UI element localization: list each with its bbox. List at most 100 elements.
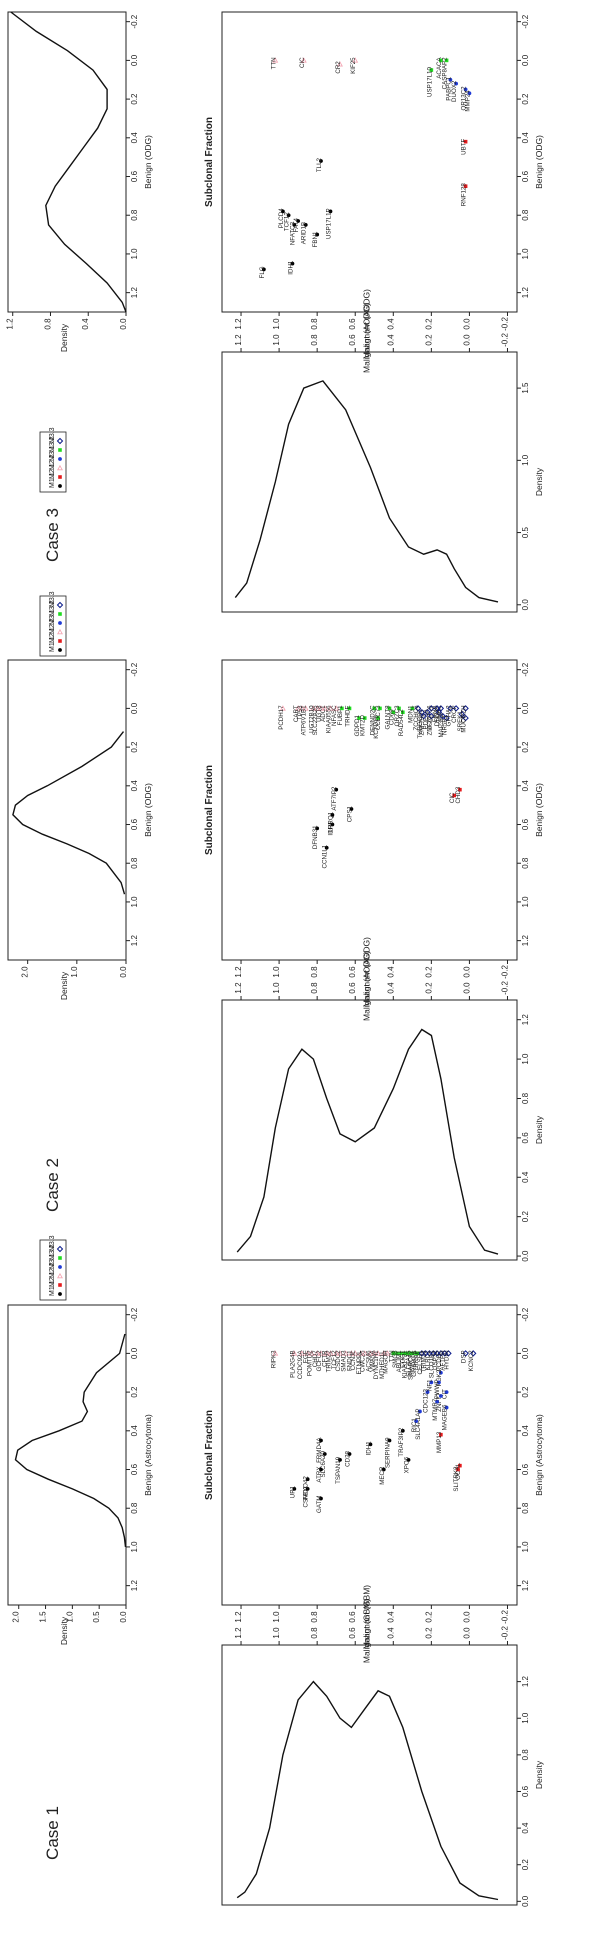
data-point <box>330 822 335 827</box>
data-point <box>376 716 380 720</box>
data-point-label: KLRC1 <box>424 1350 431 1371</box>
data-point-label: ZNF267 <box>426 713 433 736</box>
data-point <box>414 1419 419 1424</box>
legend-marker <box>58 1265 62 1269</box>
case3-malignant-density-xtick-label: 1.5 <box>521 382 530 394</box>
case3-benign-density-frame <box>7 11 127 313</box>
case3-scatter-title: Subclonal Fraction <box>204 117 215 207</box>
case2-scatter-ytick-label: 0.8 <box>310 966 319 978</box>
data-point <box>279 705 286 711</box>
data-point-label: ACACA <box>436 57 443 79</box>
case3-scatter-xtick-label: 0.0 <box>521 54 530 66</box>
data-point-label: CCDC73 <box>375 705 382 730</box>
legend-marker <box>58 612 62 616</box>
data-point <box>439 712 446 720</box>
case3-scatter-xtick-label: -0.2 <box>521 14 530 28</box>
case2-scatter-xtick-label: 0.6 <box>521 818 530 830</box>
data-point <box>347 1452 352 1456</box>
case2-scatter-xtick-label: 1.0 <box>521 896 530 908</box>
case1-benign-density-ytick-label: 0.0 <box>119 1611 128 1623</box>
data-point <box>290 261 295 266</box>
case1-malignant-density-ytick-label: -0.2 <box>500 1626 509 1640</box>
data-point <box>375 1350 382 1356</box>
data-point-label: UGT8 <box>316 705 323 722</box>
data-point <box>424 709 431 716</box>
data-point-label: GCFC2 <box>316 1350 323 1372</box>
case1-benign-density-series-line <box>14 1333 127 1547</box>
case1-malignant-density-panel: 0.0 0.2 0.4 0.6 0.8 1.0 1.2 -0.2 0.0 0.2 0.4 0.6 0.8… <box>221 1585 544 1907</box>
data-point <box>454 81 458 86</box>
case2-malignant-density-ytick-label: 0.8 <box>310 982 319 994</box>
case2-benign-density-xtick-label: 0.6 <box>130 818 139 830</box>
case2-scatter-xlabel: Benign (ODG) <box>534 783 544 837</box>
data-point-label: CASP8AP2 <box>442 57 449 90</box>
case3-malignant-density-ytick-label: 0.8 <box>310 334 319 346</box>
case3-scatter-ytick-label: 1.0 <box>272 318 281 330</box>
data-point <box>463 184 468 188</box>
case2-scatter-ytick-label: 1.2 <box>234 966 243 978</box>
data-point <box>298 705 305 711</box>
data-point-label: RIPK3 <box>270 1350 277 1368</box>
data-point-label: TLL2 <box>316 157 323 172</box>
data-point-label: SLC4A1AP <box>415 1408 422 1439</box>
data-point <box>428 705 435 712</box>
data-point <box>305 1486 310 1491</box>
data-point <box>384 1350 391 1356</box>
case1-malignant-density-xtick-label: 0.6 <box>521 1785 530 1797</box>
legend-label: M2.1 <box>49 627 56 643</box>
case3-benign-density-ylabel: Density <box>59 323 69 352</box>
data-point <box>438 1394 443 1398</box>
case1-malignant-density-series-line <box>236 1680 499 1901</box>
data-point-label: AFTPH <box>440 1350 447 1370</box>
data-point-label: ADC1 <box>320 705 327 722</box>
data-point-label: TUBGCP5 <box>417 709 424 739</box>
data-point <box>414 1351 418 1356</box>
case1-benign-density-ytick-label: 1.0 <box>65 1611 74 1623</box>
case3-benign-density-xtick-label: 0.8 <box>130 209 139 221</box>
case3-malignant-density-ytick-label: 0.2 <box>424 334 433 346</box>
case1-benign-density-ytick-label: 2.0 <box>12 1611 21 1623</box>
data-point <box>444 1390 449 1394</box>
data-point-label: TCF12 <box>284 212 291 231</box>
case2-scatter-xtick-label: 1.2 <box>521 935 530 947</box>
case1-benign-density-ytick-label: 0.5 <box>92 1611 101 1623</box>
data-point-label: ZNF77 <box>436 1392 443 1411</box>
data-point-label: ATP6V1B1 <box>301 705 308 736</box>
case1-scatter-xtick-label: 1.2 <box>521 1580 530 1592</box>
data-point-label: NR5B1 <box>442 715 449 736</box>
data-point-label: CCN1L1 <box>322 844 329 868</box>
data-point <box>443 714 450 722</box>
legend-label: M3.2 <box>49 600 56 616</box>
data-point-label: MTHFD1L <box>379 1350 386 1379</box>
data-point-label: DUOX2 <box>451 80 458 102</box>
case1-malignant-density-ytick-label: 0.0 <box>462 1627 471 1639</box>
data-point <box>387 1438 392 1443</box>
data-point <box>435 1399 439 1404</box>
legend-label: M3.1 <box>49 1253 56 1269</box>
case1-malignant-density-xtick-label: 0.4 <box>521 1822 530 1834</box>
data-point-label: DENND2C <box>369 705 376 735</box>
legend-marker <box>58 1256 62 1260</box>
data-point <box>318 1350 324 1356</box>
legend-marker <box>58 648 62 652</box>
case1-malignant-density-ytick-label: 1.2 <box>234 1627 243 1639</box>
data-point-label: ORZC3 <box>394 705 401 727</box>
data-point <box>410 706 415 711</box>
case1-malignant-density-frame <box>221 1644 518 1906</box>
data-point-label: DSG2 <box>434 709 441 726</box>
data-point <box>456 1467 460 1472</box>
case3-scatter-ytick-label: 0.2 <box>424 318 433 330</box>
data-point <box>286 213 291 218</box>
case-1-label: Case 1 <box>43 1806 62 1860</box>
case3-malignant-density-ylabel: Malignant (AODG) <box>362 289 372 359</box>
data-point <box>272 1350 279 1356</box>
data-point <box>445 1350 452 1357</box>
case1-scatter-xtick-label: -0.2 <box>521 1307 530 1321</box>
data-point <box>330 812 335 817</box>
data-point-label: CSDC2 <box>335 1350 342 1372</box>
data-point-label: KIAA0556 <box>325 705 332 733</box>
data-point-label: CR2 <box>335 61 342 74</box>
data-point <box>347 706 352 711</box>
case1-scatter-ytick-label: 0.6 <box>348 1611 357 1623</box>
data-point-label: ABLIM1 <box>396 1350 403 1373</box>
